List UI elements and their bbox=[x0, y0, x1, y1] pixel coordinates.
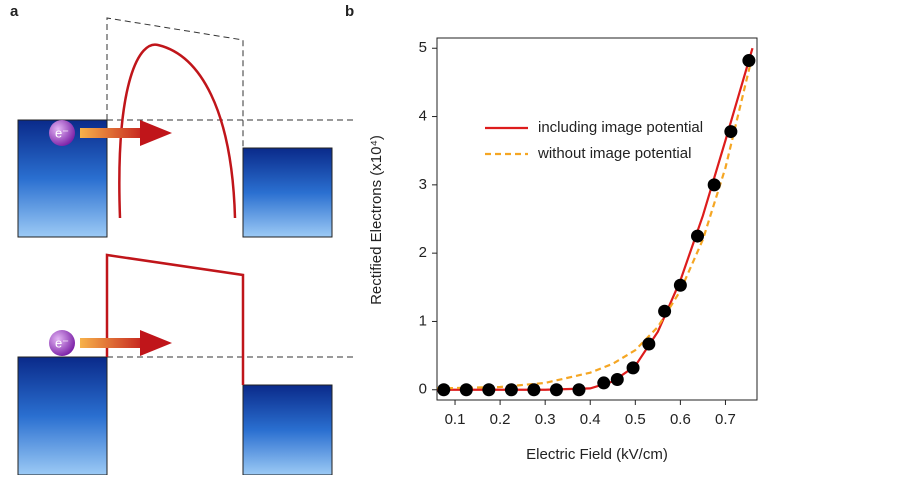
barrier-curve bbox=[118, 43, 237, 219]
data-point bbox=[642, 337, 656, 351]
data-point bbox=[549, 383, 563, 397]
diagram-bottom: e⁻ bbox=[17, 253, 355, 476]
data-point bbox=[658, 304, 672, 318]
x-tick-label: 0.3 bbox=[535, 411, 556, 428]
arrow bbox=[80, 128, 150, 138]
electron bbox=[49, 120, 75, 146]
x-tick-label: 0.5 bbox=[625, 411, 646, 428]
data-point bbox=[527, 383, 541, 397]
x-tick-label: 0.7 bbox=[715, 411, 736, 428]
y-tick-label: 4 bbox=[419, 108, 427, 125]
barrier-line bbox=[105, 253, 245, 385]
data-point bbox=[572, 383, 586, 397]
barrier-outline bbox=[106, 17, 244, 148]
metal-block bbox=[242, 384, 333, 476]
data-point bbox=[459, 383, 473, 397]
x-tick-label: 0.1 bbox=[445, 411, 466, 428]
legend-label: without image potential bbox=[537, 145, 691, 162]
x-axis-label: Electric Field (kV/cm) bbox=[526, 446, 668, 463]
data-point bbox=[626, 361, 640, 375]
x-tick-label: 0.2 bbox=[490, 411, 511, 428]
data-point bbox=[724, 125, 738, 139]
metal-block bbox=[17, 356, 108, 476]
data-point bbox=[707, 178, 721, 192]
data-point bbox=[437, 383, 451, 397]
panel-label: b bbox=[345, 3, 354, 20]
data-point bbox=[742, 54, 756, 68]
y-tick-label: 0 bbox=[419, 381, 427, 398]
series-line bbox=[437, 47, 754, 391]
x-tick-label: 0.4 bbox=[580, 411, 601, 428]
arrow-head bbox=[140, 330, 172, 356]
y-axis-label: Rectified Electrons (x10⁴) bbox=[368, 135, 385, 305]
y-tick-label: 2 bbox=[419, 244, 427, 261]
arrow bbox=[80, 338, 150, 348]
diagram-top: e⁻ bbox=[17, 17, 355, 238]
y-tick-label: 5 bbox=[419, 39, 427, 56]
electron bbox=[49, 330, 75, 356]
plot-frame bbox=[436, 37, 758, 401]
panel-label: a bbox=[10, 3, 19, 20]
y-tick-label: 1 bbox=[419, 312, 427, 329]
electron-label: e⁻ bbox=[55, 335, 69, 350]
arrow-head bbox=[140, 120, 172, 146]
electron-label: e⁻ bbox=[55, 125, 69, 140]
data-point bbox=[482, 383, 496, 397]
data-point bbox=[610, 373, 624, 387]
metal-block bbox=[242, 147, 333, 238]
data-point bbox=[691, 229, 705, 243]
data-point bbox=[504, 383, 518, 397]
x-tick-label: 0.6 bbox=[670, 411, 691, 428]
data-point bbox=[673, 278, 687, 292]
y-tick-label: 3 bbox=[419, 176, 427, 193]
data-point bbox=[597, 376, 611, 390]
series-line bbox=[436, 54, 754, 390]
legend-label: including image potential bbox=[538, 119, 703, 136]
